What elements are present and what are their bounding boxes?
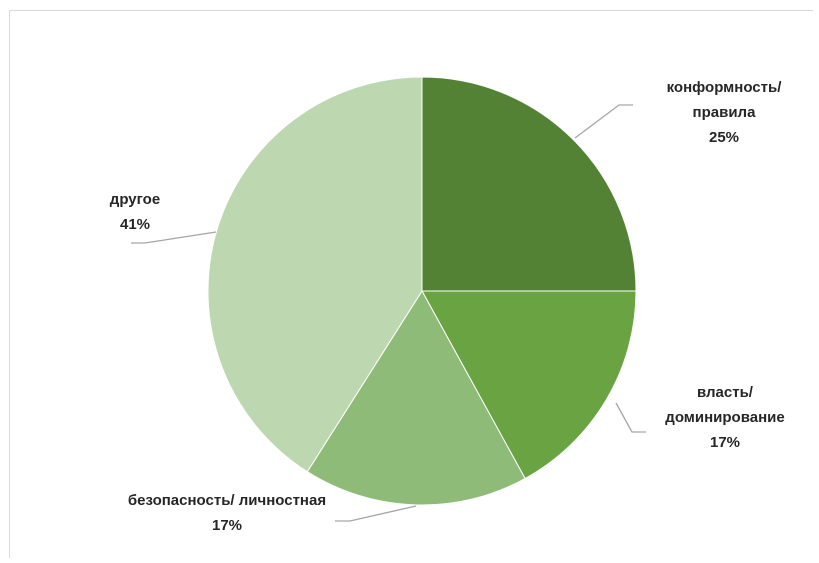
category-label: конформность/ bbox=[667, 79, 783, 96]
pie-slice-2 bbox=[421, 290, 637, 480]
leader-line-2 bbox=[615, 402, 646, 433]
pie-slice-1 bbox=[421, 76, 637, 292]
percent-label: 17% bbox=[710, 434, 740, 451]
slices-layer bbox=[207, 76, 637, 506]
data-label-4: другое 41% bbox=[110, 191, 160, 233]
data-label-2: власть/доминирование 17% bbox=[665, 384, 784, 451]
category-label: правила bbox=[693, 104, 757, 121]
data-label-3: безопасность/ личностная 17% bbox=[128, 492, 326, 534]
leader-line-3 bbox=[335, 505, 417, 522]
category-label: безопасность/ личностная bbox=[128, 492, 326, 509]
data-labels-layer: конформность/правила 25% власть/доминирова… bbox=[110, 79, 785, 534]
pie-slice-4 bbox=[207, 76, 423, 473]
pie-slice-3 bbox=[306, 290, 526, 506]
percent-label: 25% bbox=[709, 129, 739, 146]
percent-label: 17% bbox=[212, 517, 242, 534]
leader-line-1 bbox=[574, 104, 633, 139]
category-label: другое bbox=[110, 191, 160, 208]
data-label-1: конформность/правила 25% bbox=[667, 79, 783, 146]
percent-label: 41% bbox=[120, 216, 150, 233]
category-label: власть/ bbox=[697, 384, 754, 401]
category-label: доминирование bbox=[665, 409, 784, 426]
leader-line-4 bbox=[131, 231, 217, 244]
leader-lines-layer bbox=[131, 104, 646, 522]
